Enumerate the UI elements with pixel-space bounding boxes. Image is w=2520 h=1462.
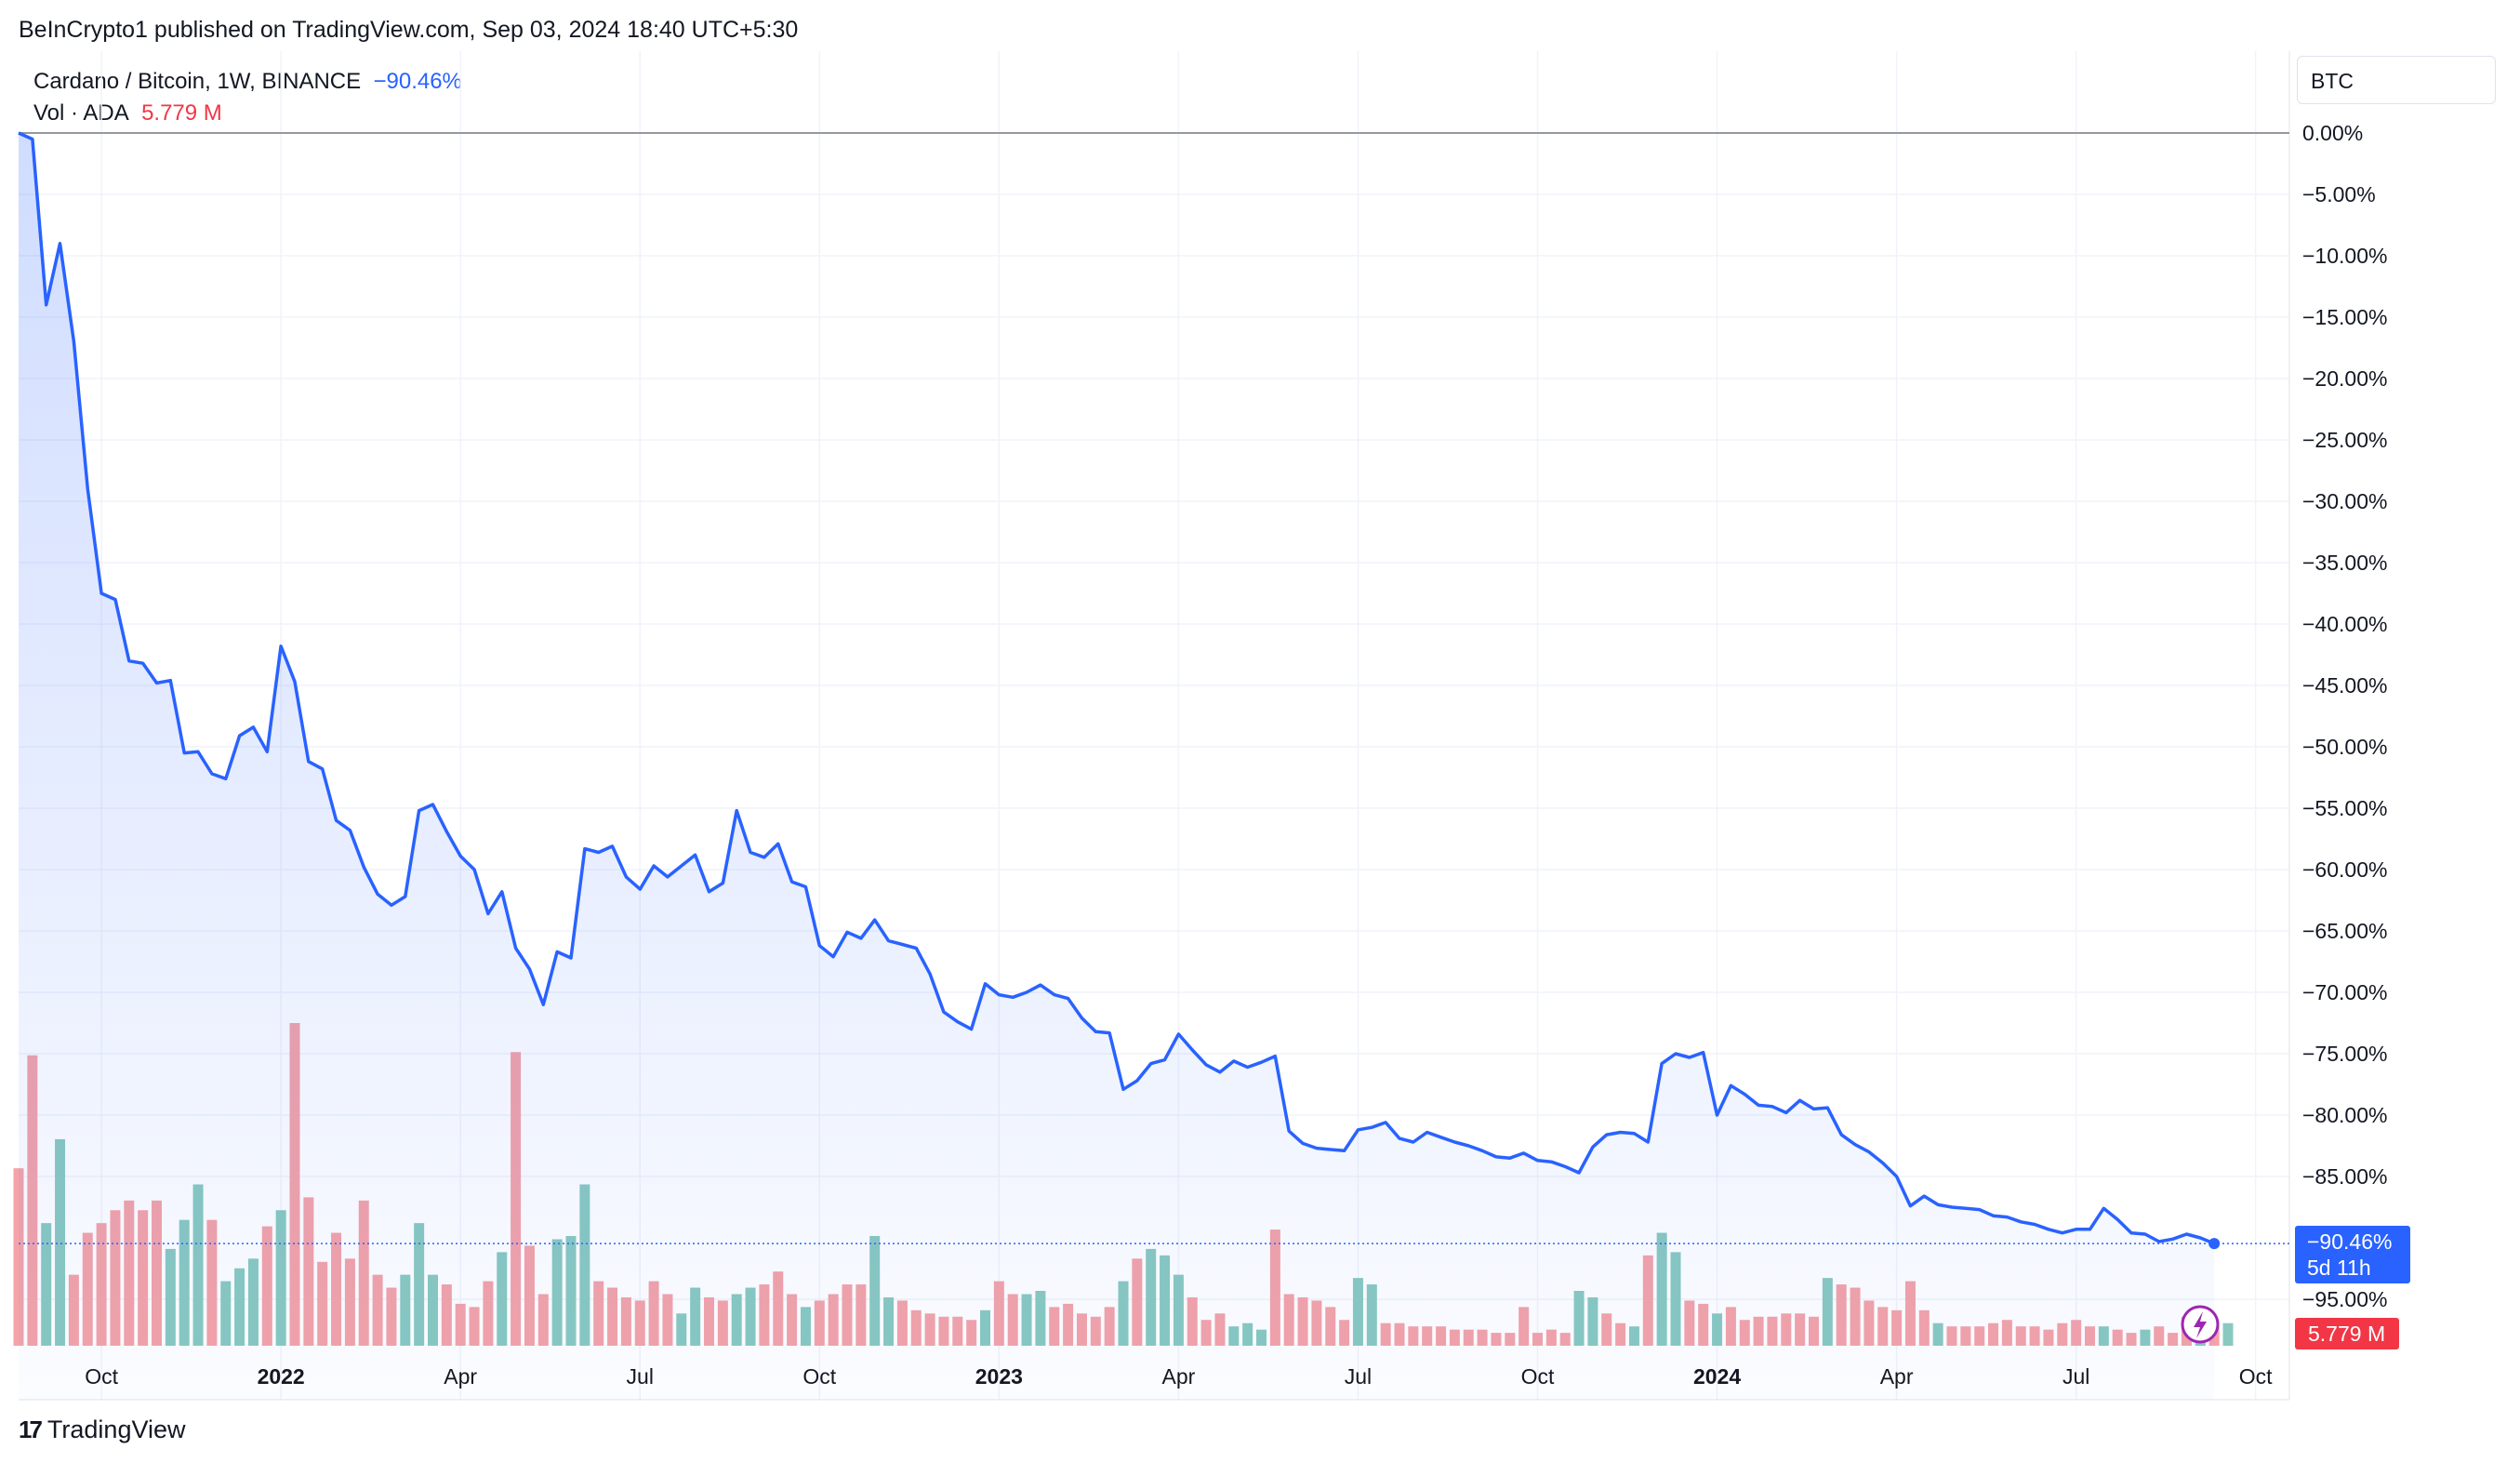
volume-legend: Vol · ADA 5.779 M — [33, 100, 222, 126]
volume-badge-value: 5.779 M — [2308, 1322, 2385, 1346]
price-axis-label: −75.00% — [2302, 1042, 2387, 1066]
price-axis-label: 0.00% — [2302, 121, 2363, 145]
price-axis-label: −30.00% — [2302, 489, 2387, 513]
price-axis-label: −60.00% — [2302, 857, 2387, 882]
price-axis-label: −20.00% — [2302, 366, 2387, 391]
time-axis-labels: Oct 2022 Apr Jul Oct 2023 Apr Jul Oct 2024 Apr Jul O… — [85, 1364, 2273, 1389]
area-fill — [19, 133, 2215, 1400]
volume-label[interactable]: Vol · ADA — [33, 100, 129, 126]
price-axis-label: −10.00% — [2302, 244, 2387, 268]
price-axis-label: −50.00% — [2302, 735, 2387, 759]
price-axis-label: −55.00% — [2302, 796, 2387, 820]
tradingview-logo-icon: 17 — [19, 1415, 43, 1443]
time-axis-label: Oct — [802, 1364, 836, 1389]
price-axis-label: −25.00% — [2302, 428, 2387, 452]
footer-brand-text: TradingView — [46, 1415, 186, 1443]
last-price-point — [2208, 1238, 2221, 1250]
price-axis-label: −5.00% — [2302, 182, 2376, 206]
price-badge: −90.46% 5d 11h — [2295, 1226, 2410, 1283]
volume-bar — [2222, 1322, 2234, 1346]
time-axis-label: Oct — [85, 1364, 118, 1389]
volume-badge: 5.779 M — [2295, 1318, 2399, 1349]
price-axis-label: −15.00% — [2302, 305, 2387, 329]
price-axis-label: −40.00% — [2302, 612, 2387, 636]
time-axis-label: Apr — [1162, 1364, 1196, 1389]
symbol-change: −90.46% — [373, 69, 462, 94]
time-axis-label: Oct — [1521, 1364, 1555, 1389]
time-axis-label: Jul — [1345, 1364, 1372, 1389]
symbol-name[interactable]: Cardano / Bitcoin, 1W, BINANCE — [33, 69, 362, 94]
price-badge-countdown: 5d 11h — [2307, 1256, 2371, 1280]
price-badge-value: −90.46% — [2307, 1229, 2392, 1254]
time-axis-label: Apr — [1880, 1364, 1914, 1389]
time-axis-label: Jul — [627, 1364, 654, 1389]
time-axis-label: Jul — [2062, 1364, 2089, 1389]
price-axis-label: −80.00% — [2302, 1103, 2387, 1127]
price-axis-label: −70.00% — [2302, 980, 2387, 1004]
price-axis-label: −65.00% — [2302, 919, 2387, 943]
currency-button[interactable]: BTC — [2297, 56, 2496, 104]
volume-legend-value: 5.779 M — [141, 100, 222, 126]
time-axis-label: 2023 — [975, 1364, 1023, 1389]
price-axis-label: −95.00% — [2302, 1287, 2387, 1311]
publisher-caption: BeInCrypto1 published on TradingView.com… — [19, 17, 799, 43]
price-axis-label: −45.00% — [2302, 673, 2387, 698]
price-axis-label: −35.00% — [2302, 551, 2387, 575]
time-axis-label: 2024 — [1693, 1364, 1741, 1389]
time-axis-label: Oct — [2239, 1364, 2273, 1389]
price-axis-label: −85.00% — [2302, 1164, 2387, 1189]
footer-brand[interactable]: 17 TradingView — [19, 1415, 186, 1444]
price-line — [18, 131, 2215, 1245]
price-axis-labels: 0.00% −5.00% −10.00% −15.00% −20.00% −25.00% −… — [2302, 121, 2387, 1311]
lightning-icon[interactable] — [2181, 1305, 2220, 1344]
time-axis-label: Apr — [444, 1364, 477, 1389]
symbol-legend: Cardano / Bitcoin, 1W, BINANCE −90.46% — [33, 69, 462, 95]
time-axis-label: 2022 — [258, 1364, 305, 1389]
